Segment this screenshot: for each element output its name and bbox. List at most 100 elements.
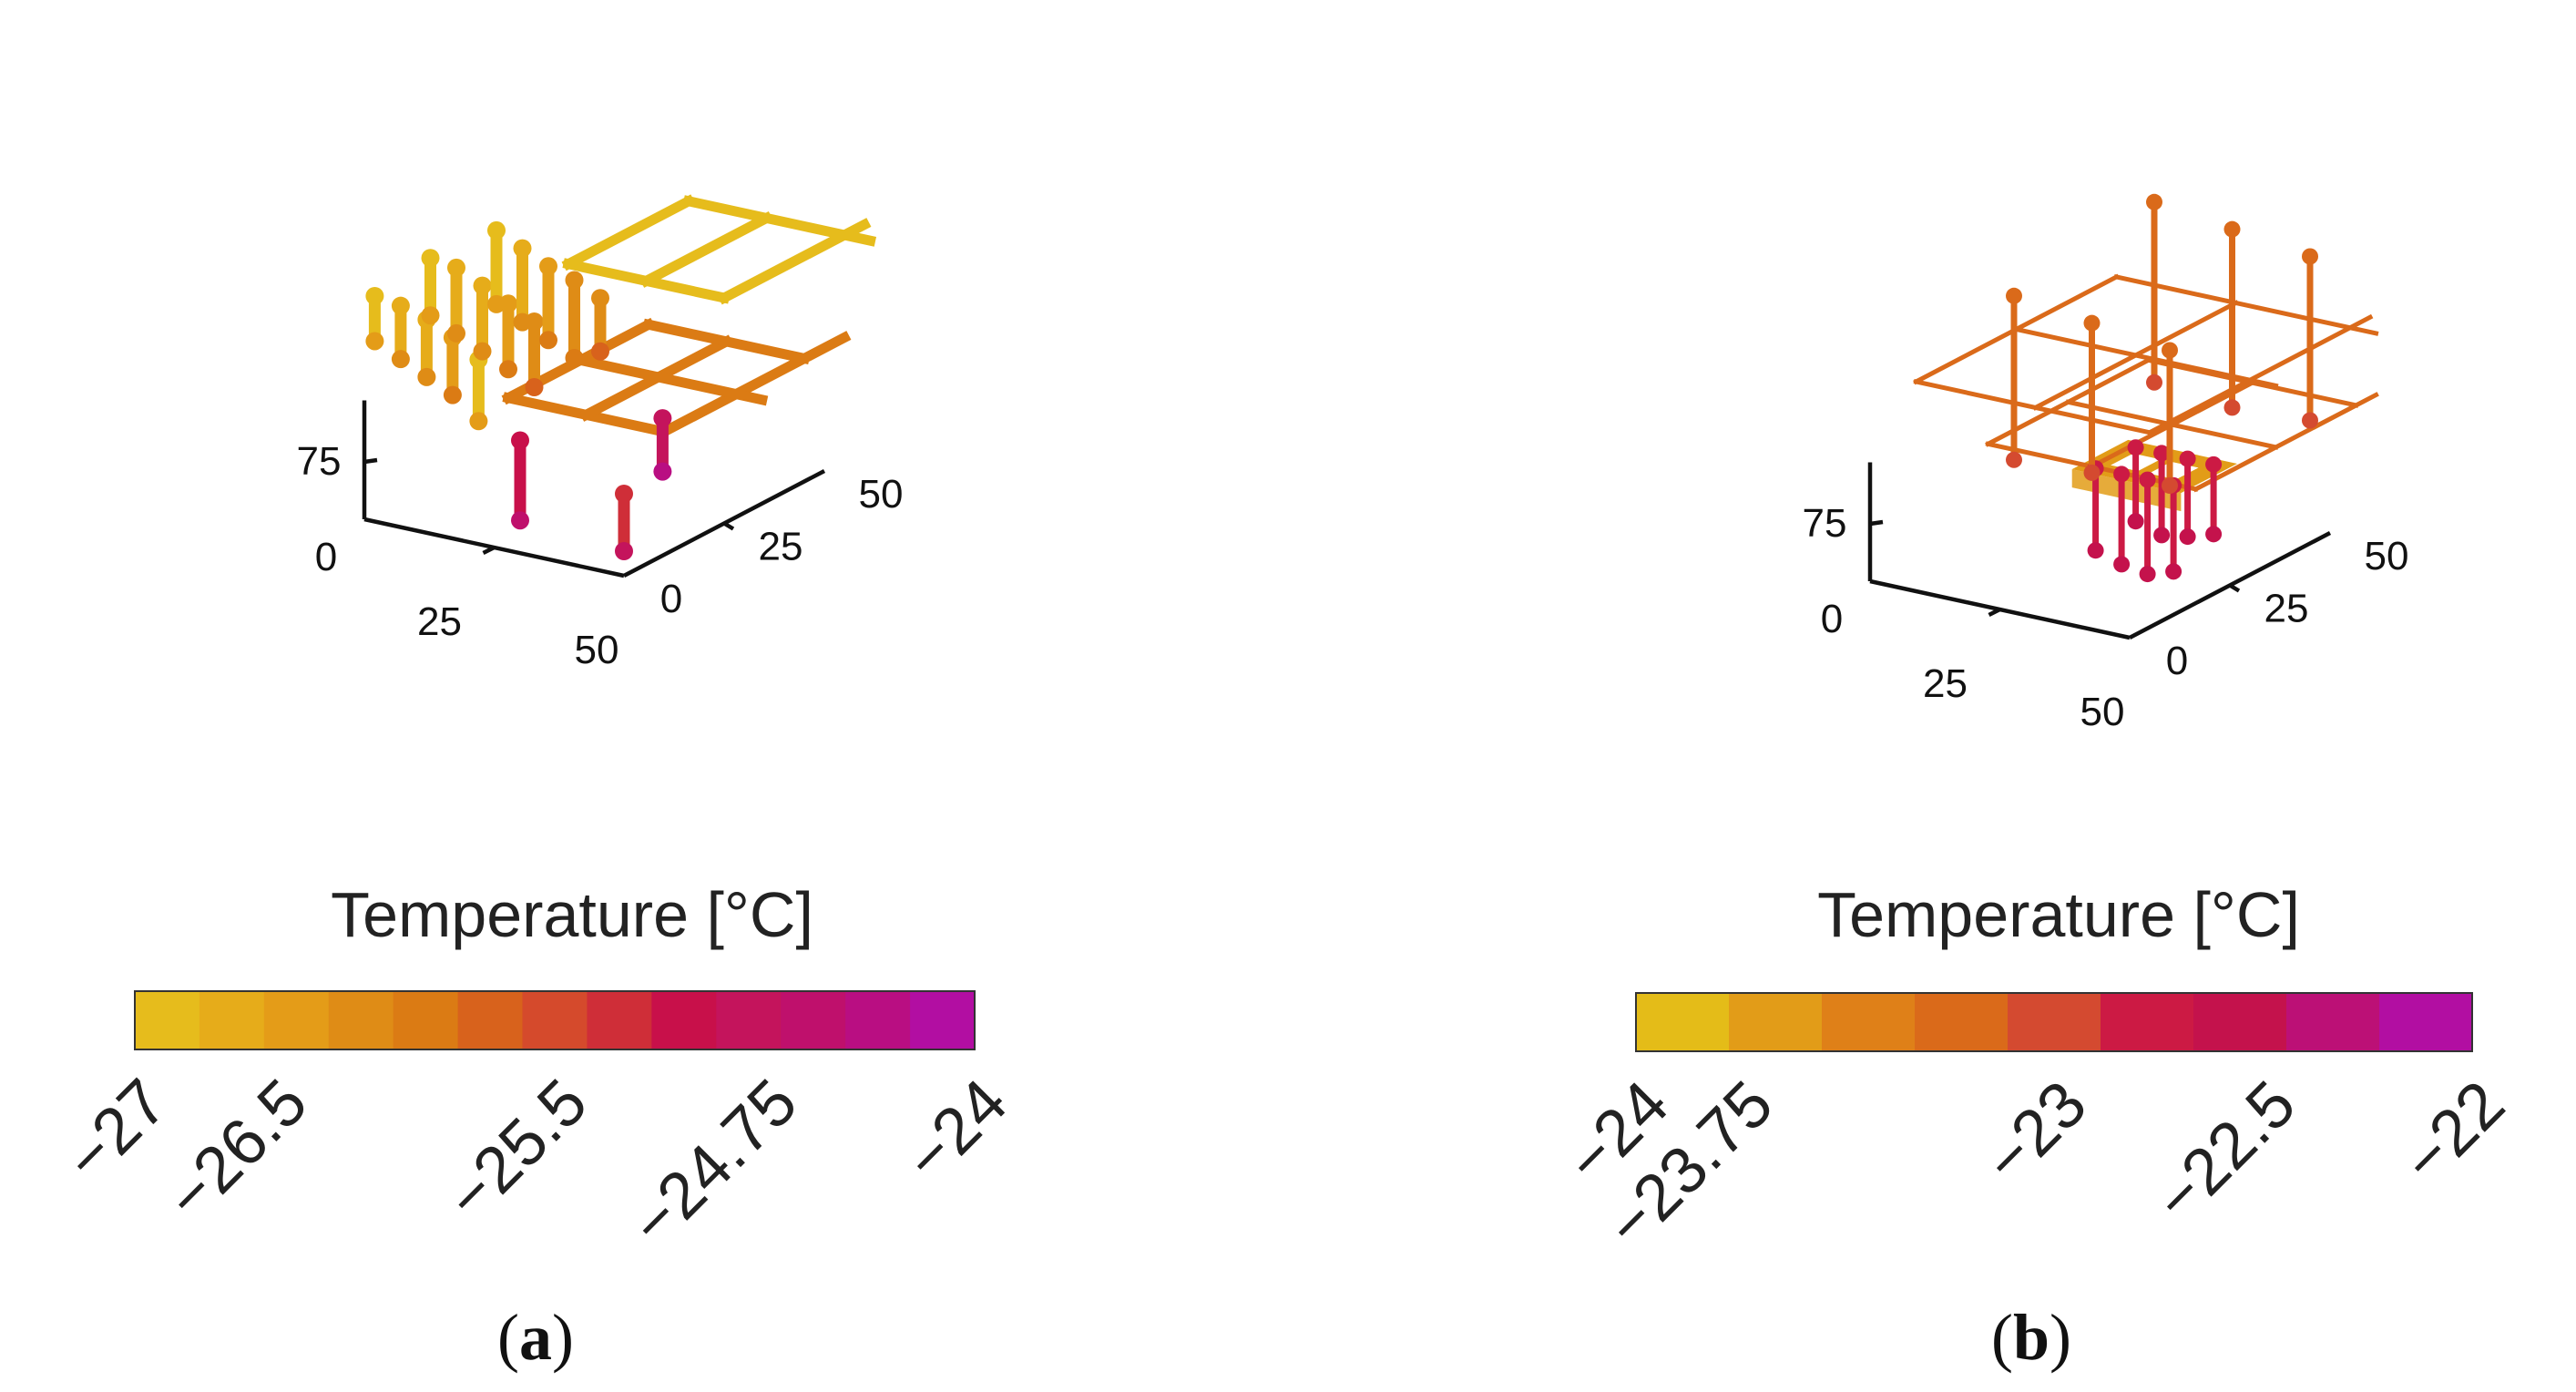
colorbar-b: Temperature [°C] −24−23.75 −23 −22.5 −22 bbox=[1552, 879, 2519, 1262]
colorbar-cell bbox=[328, 991, 394, 1049]
plot-b bbox=[1913, 193, 2379, 583]
frame-line bbox=[2032, 300, 2239, 411]
x-tick-mark bbox=[1988, 607, 2001, 618]
frame-line bbox=[2113, 273, 2379, 336]
stem-bottom-point bbox=[2087, 542, 2104, 559]
stem-bottom-point bbox=[2083, 464, 2101, 481]
colorbar-border-a bbox=[134, 990, 976, 1050]
stem-bottom-point bbox=[2139, 566, 2156, 583]
z-tick-label: 75 bbox=[1803, 501, 1847, 546]
stem-top-point bbox=[2146, 193, 2162, 210]
frame-line bbox=[561, 194, 696, 271]
stem-bottom-point bbox=[487, 294, 506, 313]
colorbar-cell bbox=[2008, 993, 2101, 1051]
z-tick-mark bbox=[363, 457, 378, 465]
stem-bottom-point bbox=[469, 412, 488, 431]
stem-top-point bbox=[447, 258, 465, 277]
stem-bottom-point bbox=[2179, 528, 2196, 546]
stem-bottom-point bbox=[525, 378, 544, 396]
x-tick-label: 50 bbox=[2080, 690, 2125, 734]
colorbar-cell bbox=[910, 991, 976, 1049]
x-tick-mark bbox=[482, 545, 496, 556]
colorbar-cells-b bbox=[1636, 993, 2473, 1051]
axes-a: 0 25 50 0 25 50 75 bbox=[297, 400, 903, 672]
y-tick-label: 50 bbox=[2365, 534, 2409, 578]
colorbar-cell bbox=[1915, 993, 2009, 1051]
colorbar-a: Temperature [°C] −27−26.5 −25.5 −24.75 −24 bbox=[51, 879, 1021, 1260]
stem-bottom-point bbox=[513, 312, 532, 332]
stem-bottom-point bbox=[2006, 451, 2022, 468]
colorbar-cell bbox=[1729, 993, 1823, 1051]
stem-bottom-point bbox=[591, 342, 609, 361]
stem-top-point bbox=[615, 485, 633, 503]
colorbar-cell bbox=[2193, 993, 2287, 1051]
plot-a bbox=[365, 194, 877, 560]
stem-top-point bbox=[511, 431, 529, 450]
stem-bottom-point bbox=[473, 342, 492, 361]
stem-bottom-point bbox=[2205, 526, 2223, 543]
x-tick-label: 50 bbox=[575, 628, 619, 672]
stem-top-point bbox=[565, 271, 584, 290]
stem-bottom-point bbox=[391, 350, 410, 369]
stem-top-point bbox=[2006, 287, 2022, 304]
y-tick-label: 0 bbox=[2166, 639, 2188, 683]
colorbar-cell bbox=[393, 991, 459, 1049]
colorbar-cell bbox=[1822, 993, 1916, 1051]
stem-bottom-point bbox=[2146, 374, 2162, 391]
z-tick-mark bbox=[1869, 519, 1884, 527]
frame-line bbox=[574, 353, 769, 406]
stem-top-point bbox=[2162, 342, 2178, 359]
frame-line bbox=[682, 195, 877, 247]
colorbar-title-b: Temperature [°C] bbox=[1817, 879, 2300, 950]
frame-line bbox=[642, 318, 811, 365]
colorbar-cell bbox=[2379, 993, 2473, 1051]
stem-bottom-point bbox=[2302, 412, 2318, 429]
colorbar-tick-label: −24 bbox=[891, 1066, 1021, 1196]
frame-line bbox=[2193, 392, 2379, 493]
stem-top-point bbox=[2153, 445, 2171, 462]
stem-top-point bbox=[653, 409, 672, 428]
y-tick-label: 25 bbox=[759, 525, 803, 569]
stem-top-point bbox=[2223, 220, 2241, 238]
colorbar-cell bbox=[457, 991, 524, 1049]
stem-bottom-point bbox=[2153, 527, 2171, 544]
colorbar-cell bbox=[587, 991, 652, 1049]
stem-top-point bbox=[487, 220, 506, 240]
stem-bottom-point bbox=[447, 323, 465, 343]
colorbar-cell bbox=[135, 991, 200, 1049]
stem-top-point bbox=[2139, 471, 2156, 488]
stem-top-point bbox=[539, 257, 557, 276]
stem-top-point bbox=[391, 296, 410, 315]
colorbar-tick-label: −22.5 bbox=[2141, 1068, 2309, 1236]
colorbar-cell bbox=[263, 991, 330, 1049]
stem-top-point bbox=[473, 276, 492, 295]
stem-bottom-point bbox=[653, 462, 672, 481]
colorbar-cells-a bbox=[135, 991, 976, 1049]
x-tick-label: 25 bbox=[1923, 661, 1968, 706]
stem-top-point bbox=[2205, 455, 2223, 473]
panel-label-b: (b) bbox=[1991, 1301, 2071, 1374]
colorbar-cell bbox=[2286, 993, 2380, 1051]
stem-bottom-point bbox=[417, 367, 436, 386]
stem-top-point bbox=[2179, 450, 2196, 467]
colorbar-tick-label: −26.5 bbox=[152, 1066, 321, 1234]
stem-top-point bbox=[421, 249, 440, 268]
colorbar-cell bbox=[2101, 993, 2194, 1051]
x-tick-label: 0 bbox=[1821, 597, 1843, 641]
stem-bottom-point bbox=[565, 349, 584, 367]
stem-bottom-point bbox=[615, 542, 633, 560]
y-tick-mark bbox=[2228, 583, 2241, 593]
colorbar-tick-label: −22 bbox=[2388, 1068, 2519, 1198]
frame-line bbox=[639, 210, 773, 288]
slab-edge bbox=[2071, 469, 2182, 512]
stem-bottom-point bbox=[2162, 477, 2178, 494]
panel-label-a: (a) bbox=[497, 1301, 574, 1374]
colorbar-ticks-a: −27−26.5 −25.5 −24.75 −24 bbox=[51, 1066, 1021, 1261]
y-tick-label: 25 bbox=[2264, 587, 2309, 631]
colorbar-cell bbox=[651, 991, 717, 1049]
stem-top-point bbox=[2083, 314, 2101, 332]
y-tick-mark bbox=[722, 521, 735, 531]
